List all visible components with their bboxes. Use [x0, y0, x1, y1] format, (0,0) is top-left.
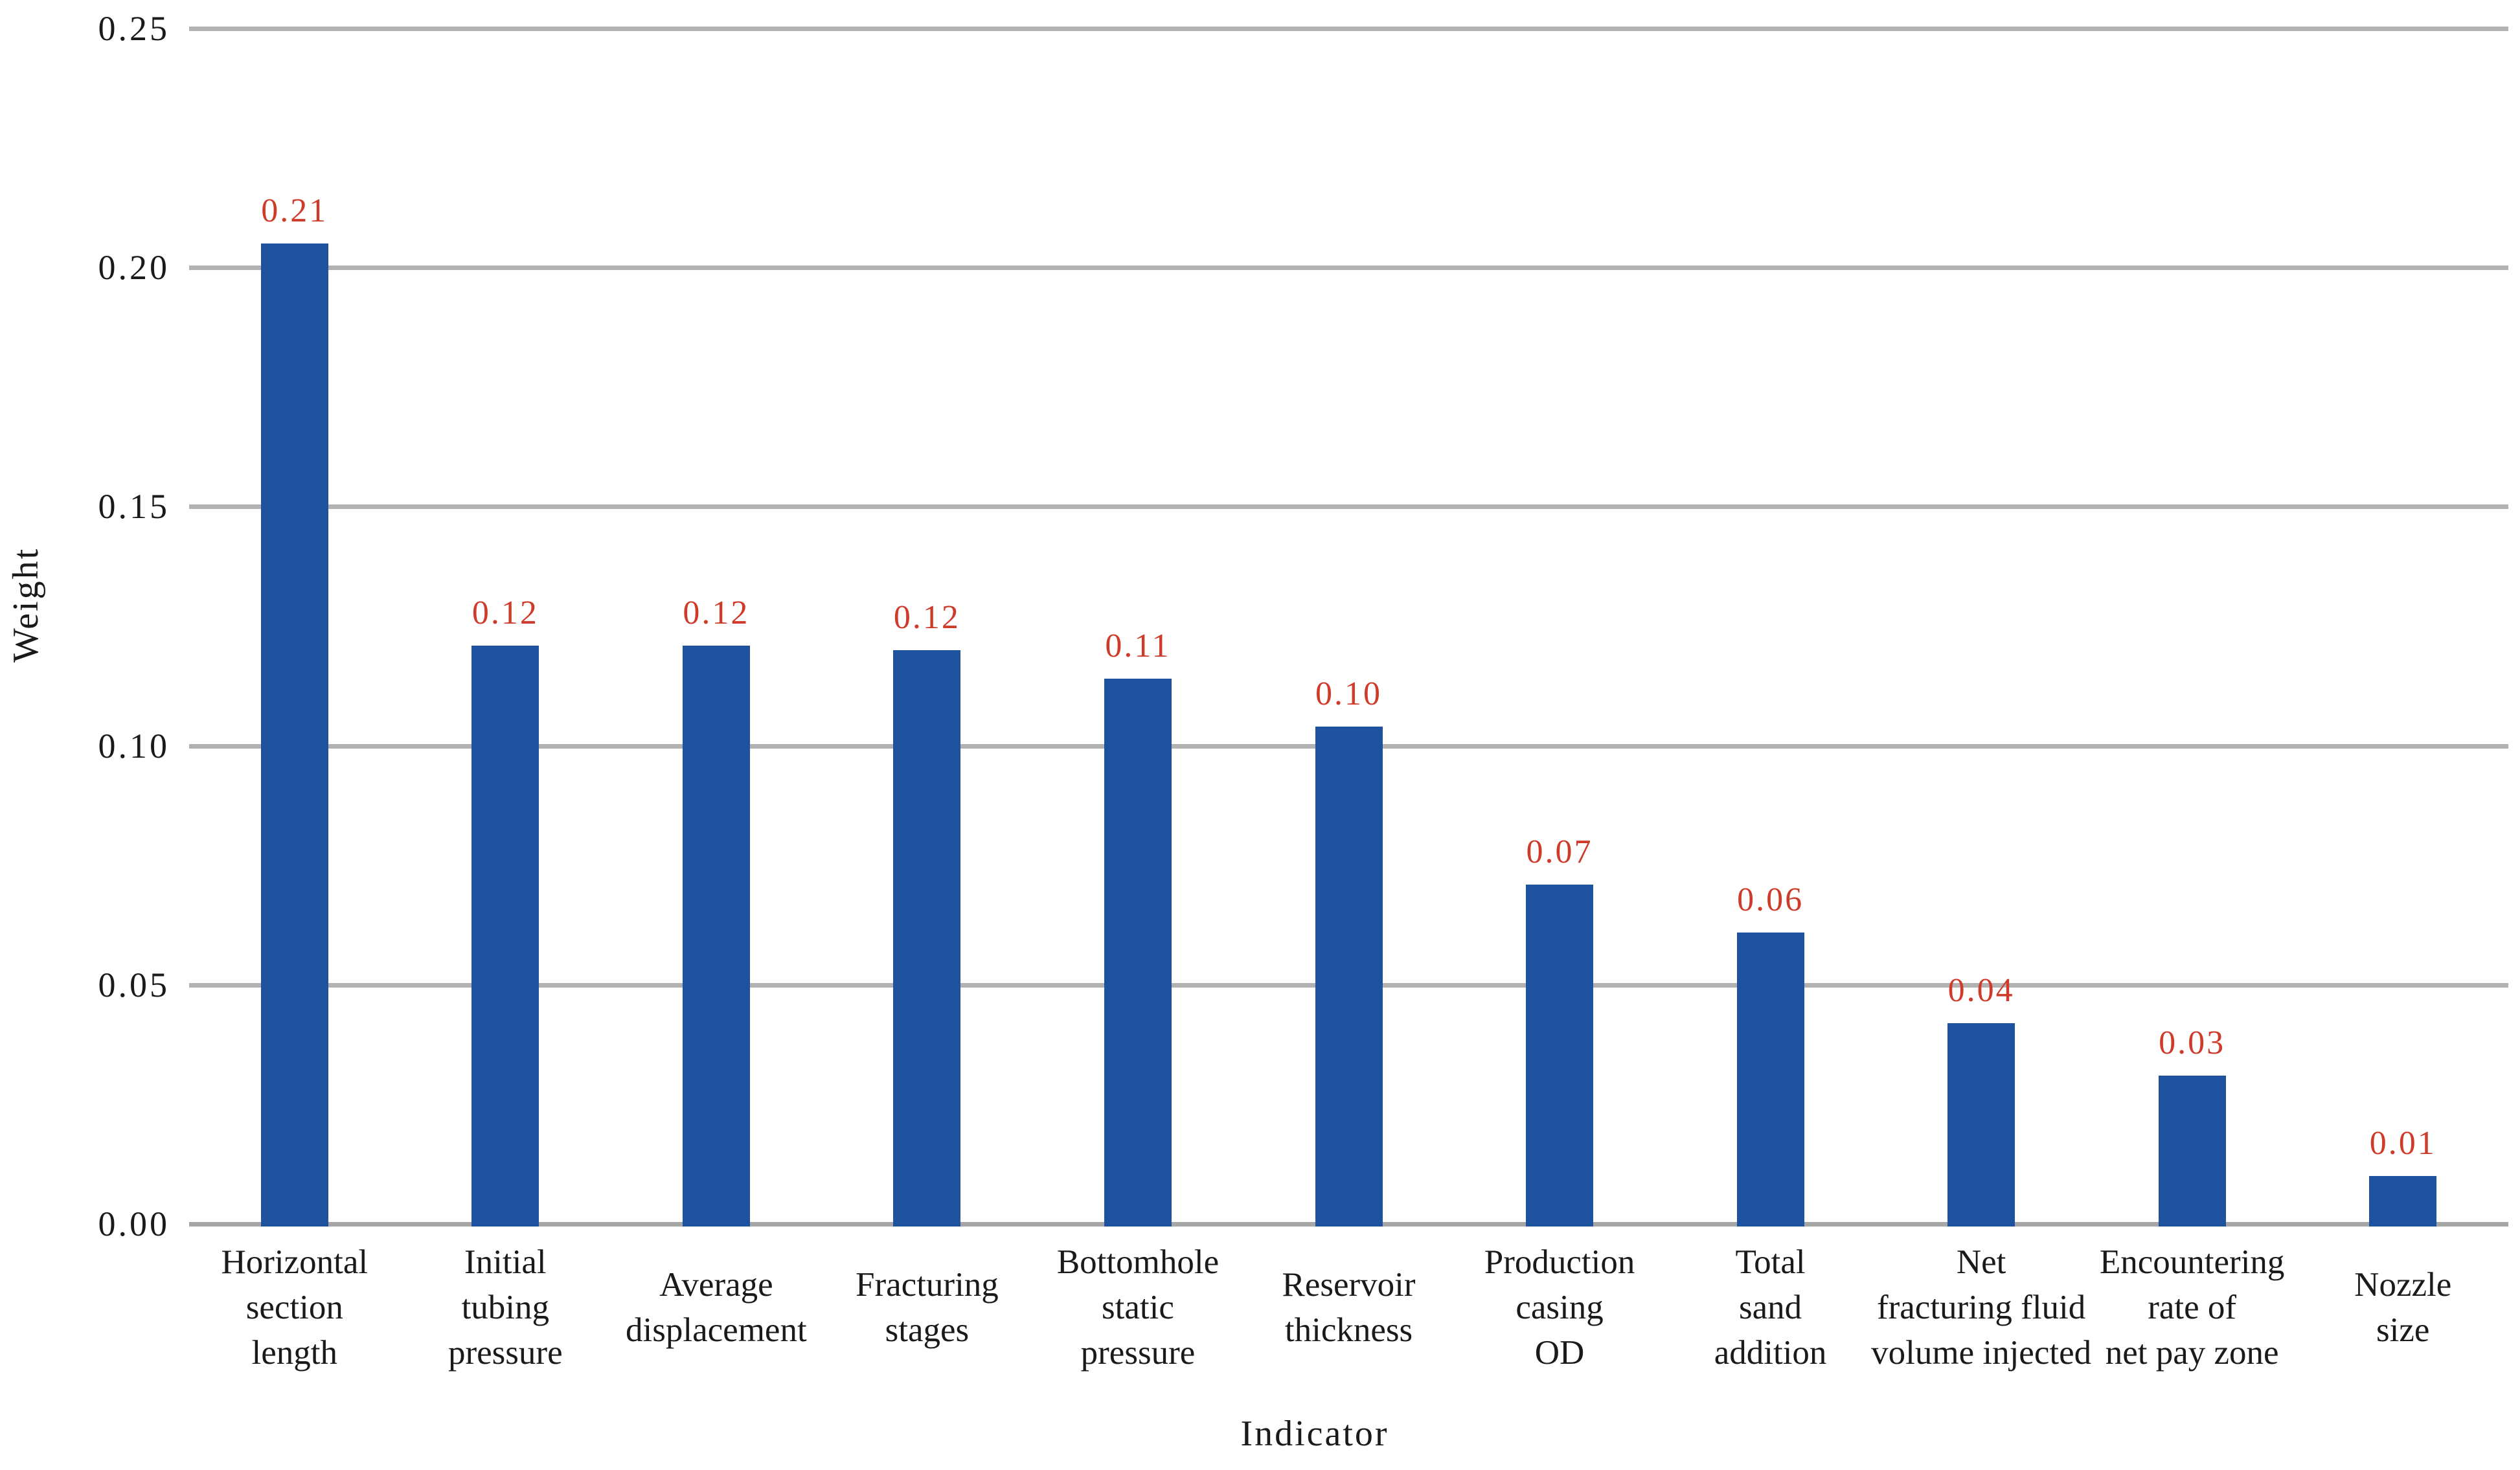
x-category-label-line: Reservoir: [1282, 1266, 1416, 1304]
x-category-label: Total sand addition: [1635, 1236, 1907, 1379]
x-category-label-line: Production: [1484, 1243, 1635, 1281]
x-category-label-line: thickness: [1284, 1311, 1413, 1349]
x-category-label: Bottomhole static pressure: [1002, 1236, 1274, 1379]
bar-reservoir-thickness: [1315, 727, 1383, 1227]
bar-horizontal-section-length: [260, 243, 328, 1227]
x-category-label: Horizontal section length: [159, 1236, 431, 1379]
bar-encountering-rate-of-net-pay-zone: [2158, 1076, 2226, 1227]
x-category-label-line: Net: [1956, 1243, 2006, 1281]
bar-value-label: 0.03: [2159, 1024, 2226, 1062]
x-category-label-line: fracturing fluid: [1876, 1289, 2086, 1326]
x-category-label-line: rate of: [2148, 1289, 2237, 1326]
x-category-label-line: Fracturing: [856, 1266, 999, 1304]
bar-fracturing-stages: [893, 650, 961, 1227]
x-category-label: Net fracturing fluid volume injected: [1845, 1236, 2117, 1379]
x-category-label-line: addition: [1714, 1334, 1827, 1372]
x-axis-title: Indicator: [1240, 1414, 1389, 1454]
x-category-label: Nozzle size: [2267, 1236, 2520, 1379]
x-category-label-line: tubing: [461, 1289, 550, 1326]
bar-bottomhole-static-pressure: [1104, 679, 1172, 1227]
gridline-0.15: [189, 504, 2508, 510]
x-category-label-line: size: [2376, 1311, 2430, 1349]
bar-value-label: 0.12: [471, 594, 539, 631]
bar-nozzle-size: [2369, 1176, 2437, 1227]
x-category-label-line: Average: [659, 1266, 773, 1304]
x-category-label-line: length: [251, 1334, 337, 1372]
bar-value-label: 0.12: [893, 598, 960, 636]
bar-average-displacement: [682, 645, 750, 1227]
x-category-label: Reservoir thickness: [1213, 1236, 1485, 1379]
x-category-label-line: displacement: [626, 1311, 807, 1349]
bar-value-label: 0.07: [1526, 833, 1593, 870]
bar-production-casing-od: [1526, 884, 1594, 1227]
x-category-label-line: pressure: [1080, 1334, 1196, 1372]
x-category-label-line: OD: [1534, 1334, 1585, 1372]
y-tick-0.10: 0.10: [98, 726, 170, 765]
x-category-label-line: Initial: [464, 1243, 547, 1281]
x-category-label-line: Bottomhole: [1056, 1243, 1220, 1281]
x-category-label-line: stages: [885, 1311, 970, 1349]
bar-net-fracturing-fluid-volume-injected: [1947, 1023, 2015, 1227]
x-category-label-line: Encountering: [2099, 1243, 2285, 1281]
x-category-label-line: casing: [1515, 1289, 1604, 1326]
x-category-label-line: pressure: [448, 1334, 563, 1372]
bar-value-label: 0.21: [261, 192, 328, 230]
y-tick-0.00: 0.00: [98, 1204, 170, 1243]
bar-value-label: 0.06: [1737, 881, 1804, 918]
y-tick-0.25: 0.25: [98, 9, 170, 48]
x-category-label: Fracturing stages: [791, 1236, 1063, 1379]
y-axis-title: Weight: [6, 547, 46, 663]
x-category-label-line: Total: [1735, 1243, 1806, 1281]
x-category-label: Production casing OD: [1424, 1236, 1696, 1379]
x-category-label-line: section: [245, 1289, 343, 1326]
x-category-label-line: net pay zone: [2105, 1334, 2279, 1372]
bar-value-label: 0.11: [1105, 628, 1171, 665]
x-category-label-line: sand: [1739, 1289, 1802, 1326]
y-tick-0.05: 0.05: [98, 965, 170, 1004]
bar-total-sand-addition: [1736, 932, 1804, 1227]
gridline-0.25: [189, 27, 2508, 31]
y-tick-0.20: 0.20: [98, 248, 170, 288]
bar-value-label: 0.12: [683, 594, 750, 631]
bar-value-label: 0.10: [1315, 675, 1382, 713]
x-category-label-line: static: [1102, 1289, 1174, 1326]
x-category-label-line: Horizontal: [221, 1243, 369, 1281]
y-tick-0.15: 0.15: [98, 487, 170, 526]
x-category-label-line: Nozzle: [2354, 1266, 2452, 1304]
x-category-label: Average displacement: [580, 1236, 852, 1379]
x-category-label-line: volume injected: [1871, 1334, 2092, 1372]
bar-initial-tubing-pressure: [471, 645, 539, 1227]
x-category-label: Initial tubing pressure: [369, 1236, 641, 1379]
gridline-0.20: [189, 266, 2508, 271]
bar-value-label: 0.04: [1947, 971, 2015, 1009]
bar-value-label: 0.01: [2369, 1125, 2436, 1162]
x-category-label: Encountering rate of net pay zone: [2056, 1236, 2328, 1379]
